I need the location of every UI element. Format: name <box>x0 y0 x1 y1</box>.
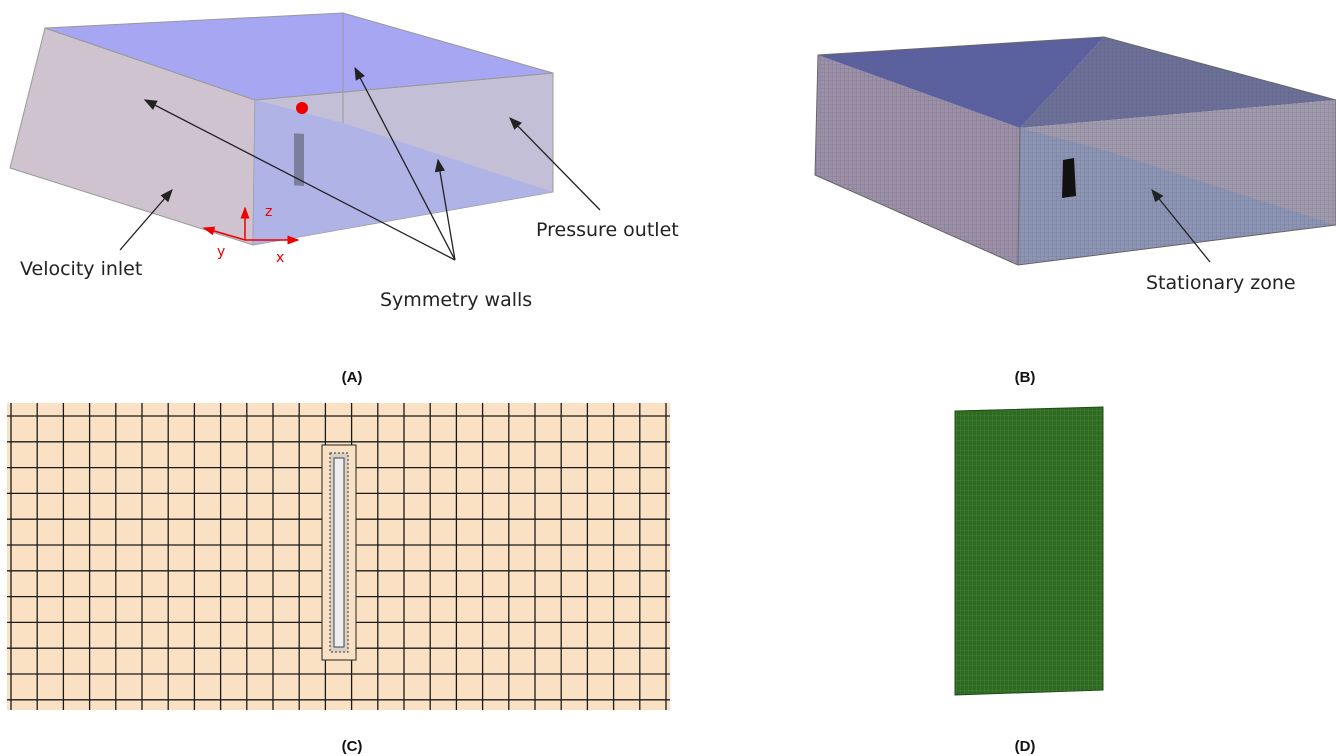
panel-a: z x y Velocity inlet Symmetry walls Pres… <box>10 13 679 386</box>
marker <box>296 102 308 114</box>
plate-mesh <box>955 407 1103 695</box>
panel-b: Stationary zone (B) <box>815 37 1336 386</box>
axis-label: x <box>276 250 284 266</box>
caption: (B) <box>1015 369 1036 386</box>
page: {"panels": { "a": {"caption": "(A)", "la… <box>0 0 1336 756</box>
plate <box>334 458 344 647</box>
plate <box>1062 158 1076 198</box>
axis-label: y <box>217 244 225 260</box>
caption: (C) <box>342 738 363 755</box>
mesh <box>815 37 1336 265</box>
axis-label: z <box>265 204 272 220</box>
figure: z x y Velocity inlet Symmetry walls Pres… <box>0 0 1336 756</box>
label: Symmetry walls <box>380 289 532 311</box>
panel-d: (D) <box>955 407 1103 755</box>
label: Velocity inlet <box>20 258 142 280</box>
caption: (D) <box>1015 738 1036 755</box>
caption: (A) <box>342 369 363 386</box>
label: Stationary zone <box>1146 272 1296 294</box>
panel-c: (C) <box>7 403 670 755</box>
label: Pressure outlet <box>536 219 679 241</box>
